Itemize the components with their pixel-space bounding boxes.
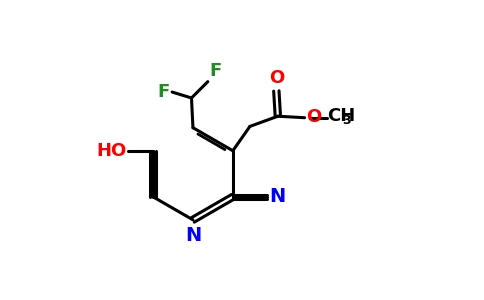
Text: 3: 3 — [342, 114, 351, 127]
Text: F: F — [157, 83, 170, 101]
Text: O: O — [269, 69, 284, 87]
Text: N: N — [270, 187, 286, 206]
Text: O: O — [306, 108, 321, 126]
Text: CH: CH — [328, 107, 356, 125]
Text: F: F — [210, 62, 222, 80]
Text: N: N — [185, 226, 201, 245]
Text: HO: HO — [96, 142, 126, 160]
